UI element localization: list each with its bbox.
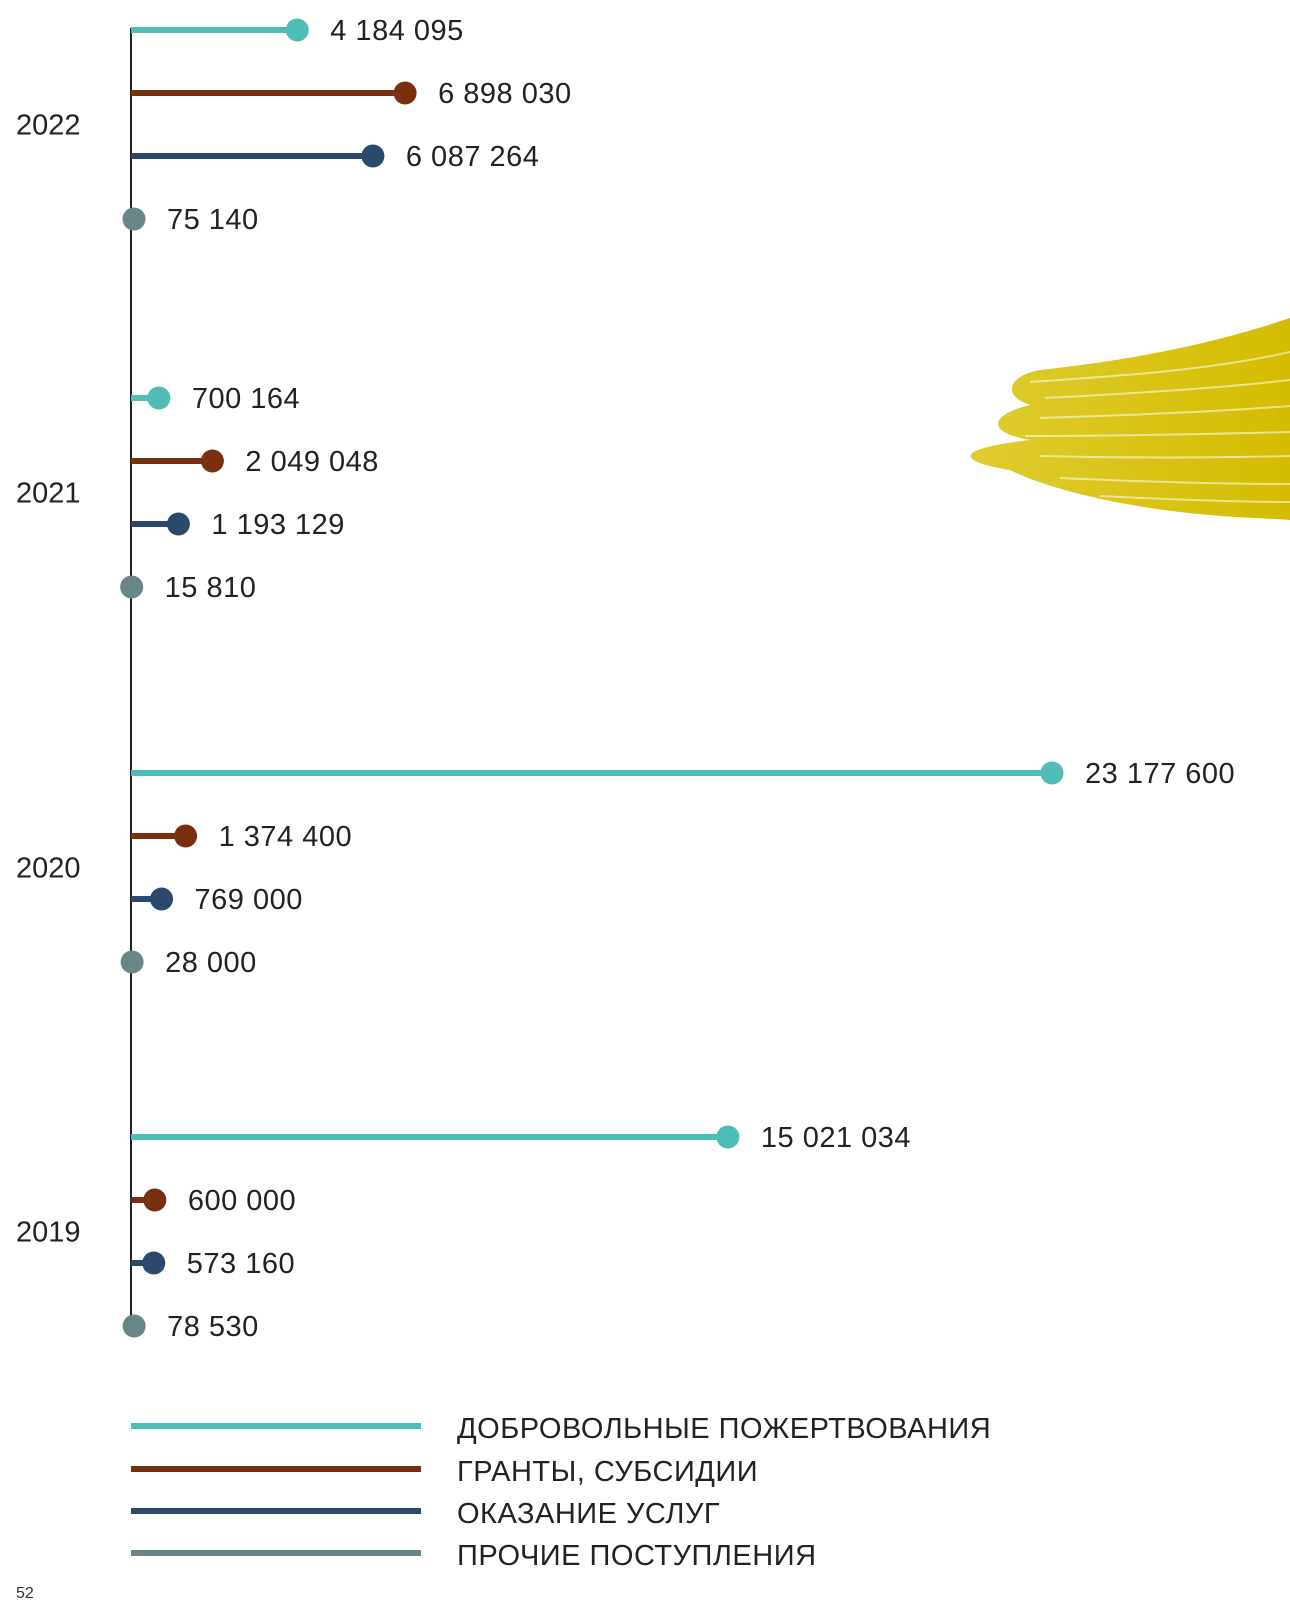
bar-end-dot-2022-2 <box>393 81 417 105</box>
data-label-2020-4: 28 000 <box>165 947 257 979</box>
page-number: 52 <box>16 1585 34 1602</box>
bar-end-dot-2019-1 <box>716 1125 740 1149</box>
bar-end-dot-2019-3 <box>142 1251 166 1275</box>
legend-label-3: ОКАЗАНИЕ УСЛУГ <box>457 1498 720 1530</box>
bar-end-dot-2020-2 <box>174 824 198 848</box>
data-label-2019-3: 573 160 <box>187 1248 295 1280</box>
legend-label-4: ПРОЧИЕ ПОСТУПЛЕНИЯ <box>457 1540 817 1572</box>
data-label-2022-4: 75 140 <box>167 204 259 236</box>
bar-end-dot-2020-1 <box>1040 761 1064 785</box>
data-label-2022-1: 4 184 095 <box>330 15 464 47</box>
data-label-2022-2: 6 898 030 <box>438 78 572 110</box>
bar-end-dot-2020-3 <box>150 887 174 911</box>
bar-end-dot-2022-1 <box>285 18 309 42</box>
chart-legend: ДОБРОВОЛЬНЫЕ ПОЖЕРТВОВАНИЯ ГРАНТЫ, СУБСИД… <box>131 1413 991 1572</box>
data-label-2021-4: 15 810 <box>165 572 257 604</box>
year-label-2020: 2020 <box>16 853 81 885</box>
bar-end-dot-2021-2 <box>200 449 224 473</box>
bar-end-dot-2021-4 <box>120 575 144 599</box>
chart-bars: 4 184 095 6 898 030 6 087 264 75 140 700 164… <box>120 15 1235 1343</box>
bar-end-dot-2019-4 <box>122 1314 146 1338</box>
data-label-2020-3: 769 000 <box>195 884 303 916</box>
year-label-2021: 2021 <box>16 478 81 510</box>
decorative-brush-stroke <box>970 318 1290 520</box>
legend-label-2: ГРАНТЫ, СУБСИДИИ <box>457 1456 758 1488</box>
data-label-2019-4: 78 530 <box>167 1311 259 1343</box>
year-label-2019: 2019 <box>16 1217 81 1249</box>
data-label-2021-3: 1 193 129 <box>211 509 345 541</box>
data-label-2022-3: 6 087 264 <box>406 141 540 173</box>
data-label-2020-1: 23 177 600 <box>1085 758 1235 790</box>
year-labels: 2022 2021 2020 2019 <box>16 110 81 1249</box>
data-label-2020-2: 1 374 400 <box>219 821 353 853</box>
data-label-2019-2: 600 000 <box>188 1185 296 1217</box>
data-label-2019-1: 15 021 034 <box>761 1122 911 1154</box>
data-label-2021-2: 2 049 048 <box>245 446 379 478</box>
bar-end-dot-2021-3 <box>166 512 190 536</box>
bar-end-dot-2021-1 <box>147 386 171 410</box>
bar-end-dot-2022-3 <box>361 144 385 168</box>
year-label-2022: 2022 <box>16 110 81 142</box>
bar-end-dot-2020-4 <box>120 950 144 974</box>
bar-end-dot-2019-2 <box>143 1188 167 1212</box>
legend-label-1: ДОБРОВОЛЬНЫЕ ПОЖЕРТВОВАНИЯ <box>457 1413 991 1445</box>
bar-end-dot-2022-4 <box>122 207 146 231</box>
data-label-2021-1: 700 164 <box>192 383 300 415</box>
